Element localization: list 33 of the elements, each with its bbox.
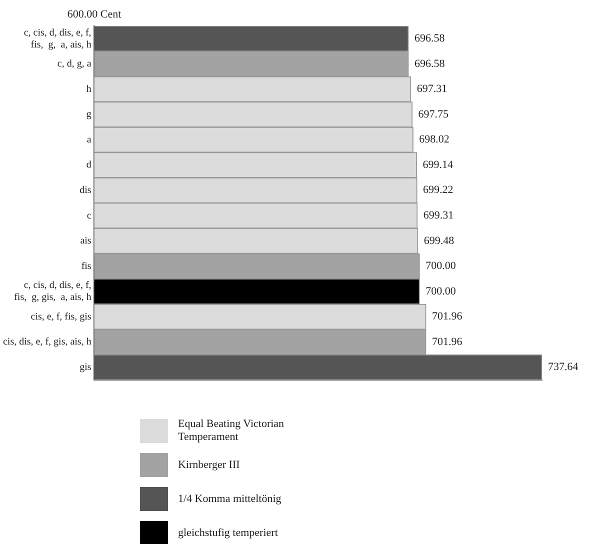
data-label: 697.31 [416, 83, 448, 96]
data-label: 697.75 [418, 108, 450, 120]
data-label: 699.48 [424, 234, 455, 247]
y-tick-label: h [86, 84, 92, 95]
y-tick-label: gis [80, 362, 92, 373]
data-label: 699.22 [423, 184, 454, 196]
data-label: 701.96 [432, 310, 463, 323]
data-label: 737.64 [548, 361, 579, 374]
data-label: 700.00 [426, 260, 456, 272]
text: 600.00 Cent [67, 8, 122, 20]
data-label: 699.14 [422, 158, 454, 171]
y-tick-label: cis, dis, e, f, gis, ais, h [2, 336, 92, 348]
y-tick-label: a [86, 134, 92, 146]
data-label: 698.02 [419, 134, 450, 146]
legend-label: Equal Beating Victorian Temperament [178, 418, 286, 444]
data-label: 696.58 [414, 58, 446, 70]
y-tick-label: dis [80, 184, 92, 196]
y-tick-label: c, cis, d, dis, e, f, fis, g, gis, a, ais, h [14, 280, 92, 304]
data-label: 700.00 [426, 285, 456, 298]
y-tick-label: c, d, g, a [57, 58, 92, 70]
y-tick-label: cis, e, f, fis, gis [30, 311, 92, 322]
y-tick-label: ais [80, 236, 92, 247]
data-label: 701.96 [432, 336, 463, 348]
legend-label: gleichstufig temperiert [178, 526, 279, 540]
y-tick-label: d [86, 160, 92, 171]
y-tick-label: g [86, 109, 92, 120]
y-tick-label: fis [81, 260, 92, 272]
y-tick-label: c, cis, d, dis, e, f, fis, g, a, ais, h [24, 27, 92, 50]
y-tick-label: c [86, 210, 92, 222]
legend-label: Kirnberger III [178, 458, 241, 472]
legend-label: 1/4 Komma mitteltönig [178, 492, 282, 506]
data-label: 699.31 [423, 210, 454, 222]
data-label: 696.58 [414, 32, 446, 45]
